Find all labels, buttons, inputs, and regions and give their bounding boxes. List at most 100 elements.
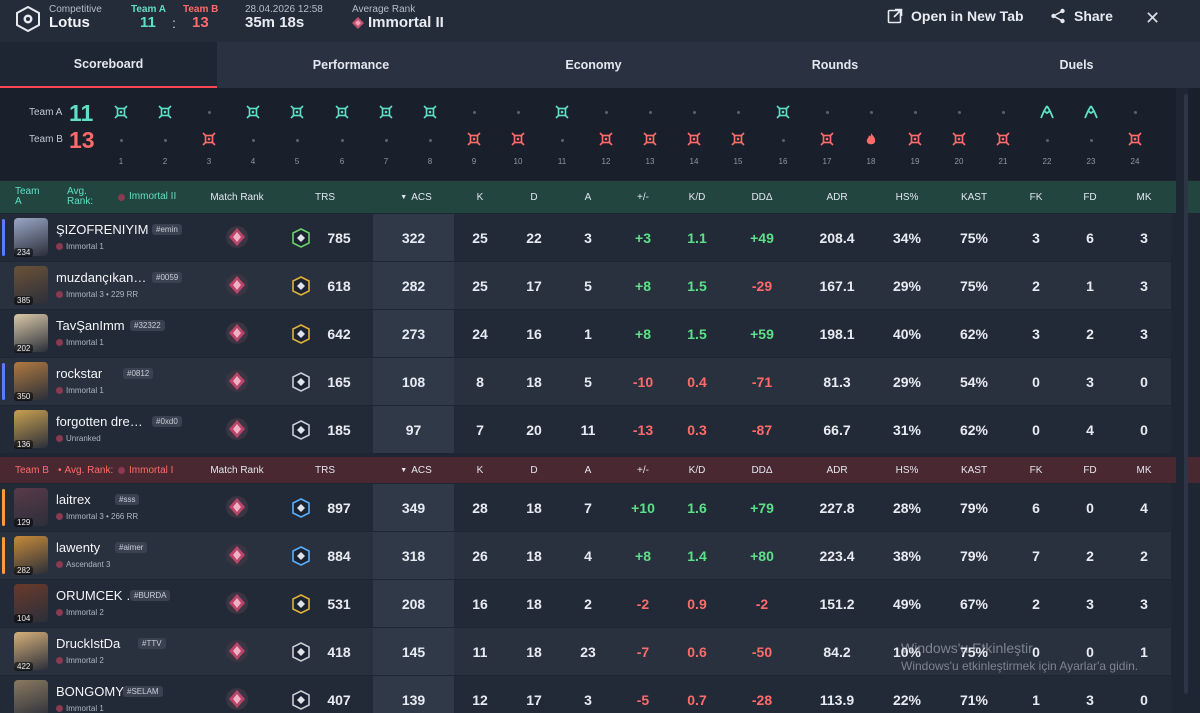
round-elim-icon[interactable] xyxy=(731,132,745,146)
stat-d: 18 xyxy=(526,595,542,612)
col-fk[interactable]: FK xyxy=(1029,464,1043,476)
stat-dd: +80 xyxy=(750,547,774,564)
col-d[interactable]: D xyxy=(530,191,538,203)
round-elim-icon[interactable] xyxy=(1128,132,1142,146)
round-empty-dot xyxy=(1046,139,1049,142)
player-name[interactable]: TavŞanImm xyxy=(56,318,125,333)
player-tag: #0059 xyxy=(152,272,183,283)
stat-fk: 7 xyxy=(1032,547,1040,564)
col-dd-delta[interactable]: DDΔ xyxy=(751,464,773,476)
tab-economy[interactable]: Economy xyxy=(565,58,622,72)
tab-performance[interactable]: Performance xyxy=(312,58,390,72)
stat-kast: 54% xyxy=(959,373,989,390)
stat-mk: 4 xyxy=(1140,499,1148,516)
round-elim-icon[interactable] xyxy=(335,105,349,119)
scrollbar-thumb[interactable] xyxy=(1184,94,1188,694)
round-spike-icon[interactable] xyxy=(864,132,878,146)
col-kd[interactable]: K/D xyxy=(688,464,706,476)
round-elim-icon[interactable] xyxy=(423,105,437,119)
player-row[interactable]: 385 muzdançıkan… #0059 Immortal 3 • 229 RR … xyxy=(0,262,1171,309)
round-elim-icon[interactable] xyxy=(599,132,613,146)
col-adr[interactable]: ADR xyxy=(826,191,848,203)
tab-scoreboard[interactable]: Scoreboard xyxy=(0,42,217,88)
col-acs[interactable]: ▼ ACS xyxy=(394,457,438,483)
col-trs[interactable]: TRS xyxy=(315,464,335,476)
player-name[interactable]: rockstar xyxy=(56,366,103,381)
close-icon[interactable]: ✕ xyxy=(1145,8,1161,28)
round-elim-icon[interactable] xyxy=(908,132,922,146)
round-elim-icon[interactable] xyxy=(114,105,128,119)
col-a[interactable]: A xyxy=(584,191,592,203)
stat-adr: 113.9 xyxy=(819,691,855,708)
round-defuse-icon[interactable] xyxy=(1084,105,1098,119)
col-plus-minus[interactable]: +/- xyxy=(637,464,649,476)
round-elim-icon[interactable] xyxy=(511,132,525,146)
col-mk[interactable]: MK xyxy=(1136,464,1152,476)
col-kast[interactable]: KAST xyxy=(960,191,988,203)
player-row[interactable]: 202 TavŞanImm #32322 Immortal 1 642 273 24 16 1… xyxy=(0,310,1171,357)
player-row[interactable]: 350 rockstar #0812 Immortal 1 165 108 8 18 5 -10… xyxy=(0,358,1171,405)
round-elim-icon[interactable] xyxy=(202,132,216,146)
player-name[interactable]: muzdançıkan… xyxy=(56,270,147,285)
col-d[interactable]: D xyxy=(530,464,538,476)
account-level: 104 xyxy=(14,614,34,623)
col-trs[interactable]: TRS xyxy=(315,191,335,203)
player-name[interactable]: DruckIstDa xyxy=(56,636,121,651)
col-kast[interactable]: KAST xyxy=(960,464,988,476)
col-hs[interactable]: HS% xyxy=(895,191,919,203)
acs-highlight xyxy=(373,310,454,357)
col-dd-delta[interactable]: DDΔ xyxy=(751,191,773,203)
stat-acs: 139 xyxy=(401,691,426,708)
round-elim-icon[interactable] xyxy=(820,132,834,146)
round-elim-icon[interactable] xyxy=(246,105,260,119)
col-a[interactable]: A xyxy=(584,464,592,476)
round-elim-icon[interactable] xyxy=(687,132,701,146)
player-row[interactable]: 234 ŞIZOFRENIYIM #emin Immortal 1 785 322 25 2… xyxy=(0,214,1171,261)
player-row[interactable]: 282 lawenty #aimer Ascendant 3 884 318 26 18 4 +… xyxy=(0,532,1171,579)
player-row[interactable]: 104 ORUMCEK … #BURDA Immortal 2 531 208 16 18 2… xyxy=(0,580,1171,627)
player-row[interactable]: BONGOMY… #SELAM Immortal 1 407 139 12 17 3 -5 0.… xyxy=(0,676,1171,713)
round-elim-icon[interactable] xyxy=(643,132,657,146)
stat-mk: 3 xyxy=(1140,325,1148,342)
match-rank-icon xyxy=(226,418,248,440)
trs-badge-icon xyxy=(292,324,310,344)
round-elim-icon[interactable] xyxy=(290,105,304,119)
tab-duels[interactable]: Duels xyxy=(1059,58,1094,72)
round-elim-icon[interactable] xyxy=(555,105,569,119)
round-elim-icon[interactable] xyxy=(379,105,393,119)
tab-rounds[interactable]: Rounds xyxy=(811,58,859,72)
share-button[interactable]: Share xyxy=(1050,8,1113,24)
col-k[interactable]: K xyxy=(476,464,484,476)
round-elim-icon[interactable] xyxy=(158,105,172,119)
col-acs[interactable]: ▼ ACS xyxy=(394,181,438,213)
col-mk[interactable]: MK xyxy=(1136,191,1152,203)
open-new-tab-button[interactable]: Open in New Tab xyxy=(887,8,1024,24)
player-name[interactable]: BONGOMY… xyxy=(56,684,137,699)
stat-kd: 0.4 xyxy=(687,373,707,390)
player-row[interactable]: 136 forgotten dre… #0xd0 Unranked 185 97 7 20 1… xyxy=(0,406,1171,453)
player-row[interactable]: 422 DruckIstDa #TTV Immortal 2 418 145 11 18 23… xyxy=(0,628,1171,675)
round-elim-icon[interactable] xyxy=(996,132,1010,146)
player-tag: #0xd0 xyxy=(152,416,182,427)
player-name[interactable]: laitrex xyxy=(56,492,91,507)
player-name[interactable]: lawenty xyxy=(56,540,101,555)
col-k[interactable]: K xyxy=(476,191,484,203)
player-name[interactable]: ORUMCEK … xyxy=(56,588,140,603)
col-plus-minus[interactable]: +/- xyxy=(637,191,649,203)
player-name[interactable]: forgotten dre… xyxy=(56,414,143,429)
col-fd[interactable]: FD xyxy=(1083,464,1097,476)
col-kd[interactable]: K/D xyxy=(688,191,706,203)
col-fd[interactable]: FD xyxy=(1083,191,1097,203)
player-row[interactable]: 129 laitrex #sss Immortal 3 • 266 RR 897 349… xyxy=(0,484,1171,531)
col-adr[interactable]: ADR xyxy=(826,464,848,476)
round-number: 12 xyxy=(601,157,611,166)
player-rank: Immortal 1 xyxy=(56,386,104,395)
round-defuse-icon[interactable] xyxy=(1040,105,1054,119)
col-fk[interactable]: FK xyxy=(1029,191,1043,203)
player-name[interactable]: ŞIZOFRENIYIM xyxy=(56,222,149,237)
round-elim-icon[interactable] xyxy=(467,132,481,146)
col-hs[interactable]: HS% xyxy=(895,464,919,476)
round-elim-icon[interactable] xyxy=(776,105,790,119)
round-number: 9 xyxy=(471,157,477,166)
round-elim-icon[interactable] xyxy=(952,132,966,146)
